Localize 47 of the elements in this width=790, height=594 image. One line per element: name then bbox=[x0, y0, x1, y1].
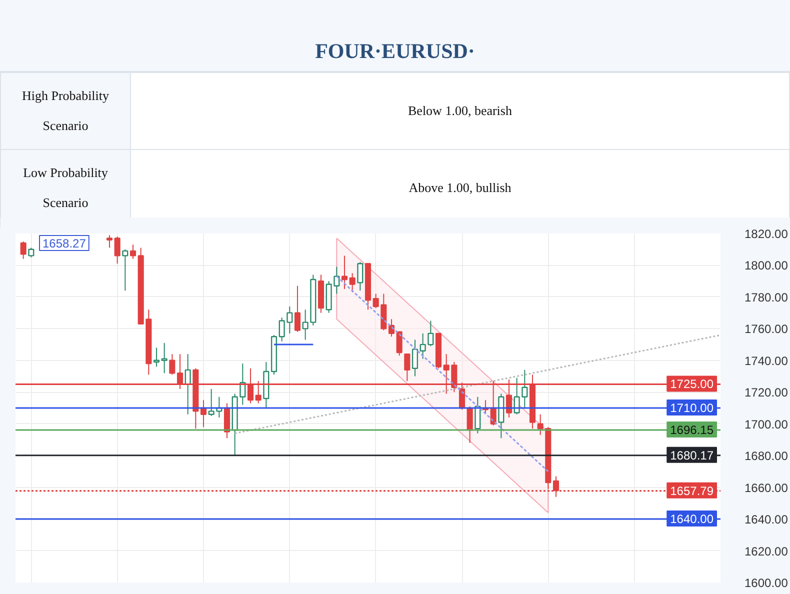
candlestick bbox=[161, 342, 168, 374]
candlestick bbox=[349, 272, 356, 293]
text: High Probability Scenario bbox=[0, 72, 130, 150]
candlestick bbox=[428, 320, 434, 347]
y-tick-label: 1760.00 bbox=[744, 322, 788, 336]
y-tick-label: 1680.00 bbox=[744, 449, 788, 464]
candlestick bbox=[122, 248, 128, 292]
ref-line-label: 1680.17 bbox=[670, 448, 714, 462]
candlestick bbox=[130, 244, 136, 260]
y-tick-label: 1720.00 bbox=[744, 386, 788, 400]
candlestick bbox=[294, 285, 301, 332]
candlestick bbox=[404, 353, 410, 382]
candlestick bbox=[184, 354, 191, 415]
candlestick bbox=[169, 354, 176, 376]
ref-line-label: 1725.00 bbox=[670, 377, 714, 392]
candlestick bbox=[114, 236, 120, 264]
text: Low Probability Scenario bbox=[0, 150, 130, 226]
y-tick-label: 1800.00 bbox=[744, 258, 788, 273]
ref-line-label: 1710.00 bbox=[670, 401, 714, 415]
candlestick bbox=[106, 234, 113, 248]
candlestick bbox=[28, 247, 34, 258]
y-tick-label: 1820.00 bbox=[744, 227, 788, 241]
candlestick bbox=[420, 332, 426, 360]
candlestick bbox=[357, 262, 364, 292]
ref-line-label: 1696.15 bbox=[670, 422, 714, 437]
candlestick bbox=[153, 347, 160, 368]
candlestick bbox=[514, 377, 520, 415]
ref-line-label: 1657.79 bbox=[670, 484, 714, 498]
text: Below 1.00, bearish bbox=[130, 72, 790, 150]
annotation: 1658.27 bbox=[42, 236, 86, 250]
candlestick bbox=[537, 414, 544, 436]
y-tick-label: 1640.00 bbox=[744, 512, 788, 527]
y-tick-label: 1620.00 bbox=[744, 544, 788, 558]
y-tick-label: 1600.00 bbox=[744, 576, 788, 590]
y-tick-label: 1740.00 bbox=[744, 354, 788, 368]
candlestick bbox=[396, 331, 402, 356]
candlestick bbox=[20, 240, 26, 260]
y-tick-label: 1780.00 bbox=[744, 290, 788, 304]
candlestick bbox=[240, 363, 246, 406]
chart-title: FOUR·EURUSD· bbox=[0, 0, 790, 72]
candlestick bbox=[522, 369, 528, 408]
ref-line-label: 1640.00 bbox=[670, 512, 714, 526]
y-tick-label: 1700.00 bbox=[744, 417, 788, 432]
y-tick-label: 1660.00 bbox=[744, 480, 788, 495]
candlestick bbox=[412, 339, 418, 377]
text: Above 1.00, bullish bbox=[130, 150, 790, 226]
candlestick bbox=[341, 255, 348, 290]
